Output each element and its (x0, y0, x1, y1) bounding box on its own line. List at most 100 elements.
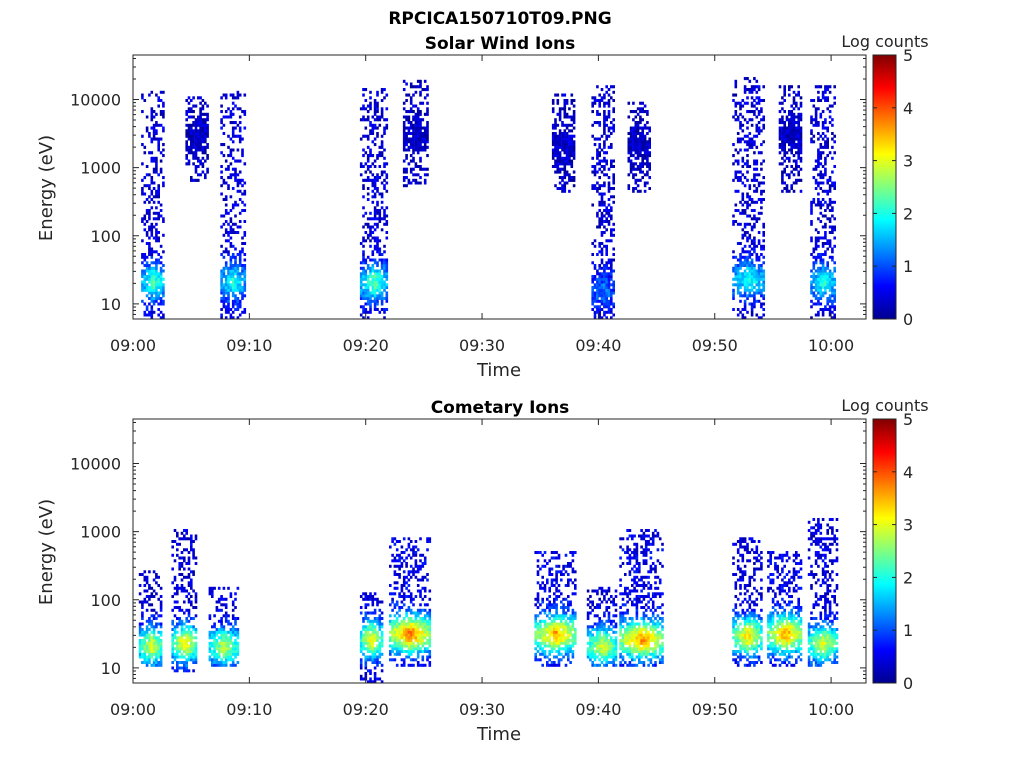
heatmap-cell (632, 143, 635, 147)
heatmap-cell (231, 167, 235, 171)
heatmap-cell (373, 206, 377, 210)
heatmap-cell (224, 96, 228, 100)
heatmap-cell (416, 85, 420, 89)
heatmap-cell (810, 203, 813, 207)
heatmap-cell (192, 617, 195, 620)
heatmap-cell (243, 162, 247, 166)
heatmap-cell (746, 143, 749, 147)
heatmap-cell (393, 592, 397, 596)
heatmap-cell (750, 96, 754, 100)
heatmap-cell (141, 633, 144, 637)
heatmap-cell (412, 148, 415, 152)
heatmap-cell (383, 209, 386, 212)
plot-frame (132, 54, 867, 320)
heatmap-cell (426, 573, 429, 576)
heatmap-cell (757, 173, 761, 177)
heatmap-cell (366, 104, 370, 108)
heatmap-cell (206, 112, 209, 116)
heatmap-cell (821, 123, 825, 127)
heatmap-cell (407, 644, 411, 648)
heatmap-cell (217, 652, 221, 656)
heatmap-cell (600, 203, 604, 207)
heatmap-cell (736, 266, 740, 270)
heatmap-cell (162, 233, 165, 237)
heatmap-cell (208, 650, 212, 653)
heatmap-cell (783, 170, 786, 174)
heatmap-cell (385, 258, 389, 262)
heatmap-cell (554, 143, 557, 147)
heatmap-cell (206, 132, 209, 135)
heatmap-cell (824, 308, 827, 311)
heatmap-cell (788, 88, 791, 92)
heatmap-cell (639, 137, 642, 141)
heatmap-cell (734, 264, 738, 267)
heatmap-cell (157, 283, 160, 287)
heatmap-cell (236, 184, 240, 188)
heatmap-cell (819, 280, 823, 284)
heatmap-cell (402, 537, 406, 541)
heatmap-cell (159, 167, 163, 171)
heatmap-cell (407, 126, 411, 130)
heatmap-cell (220, 622, 223, 626)
heatmap-cell (371, 269, 375, 273)
heatmap-cell (204, 145, 207, 149)
heatmap-cell (821, 165, 825, 168)
heatmap-cell (359, 173, 363, 177)
heatmap-cell (409, 140, 413, 144)
heatmap-cell (141, 275, 144, 278)
heatmap-cell (428, 663, 432, 667)
heatmap-cell (362, 244, 365, 248)
heatmap-cell (821, 151, 825, 155)
heatmap-cell (398, 622, 401, 626)
heatmap-cell (554, 162, 557, 166)
heatmap-cell (409, 181, 413, 185)
heatmap-cell (155, 617, 158, 620)
heatmap-cell (162, 286, 165, 289)
heatmap-cell (428, 652, 432, 656)
heatmap-cell (817, 255, 820, 259)
heatmap-cell (369, 154, 372, 158)
heatmap-cell (627, 187, 631, 190)
heatmap-cell (185, 110, 188, 114)
heatmap-cell (600, 286, 604, 289)
heatmap-cell (378, 118, 382, 122)
heatmap-cell (741, 181, 745, 185)
heatmap-cell (243, 203, 247, 207)
heatmap-cell (201, 148, 205, 152)
heatmap-cell (183, 641, 186, 645)
heatmap-cell (141, 603, 144, 607)
heatmap-cell (409, 132, 413, 135)
heatmap-cell (369, 283, 372, 287)
heatmap-cell (757, 99, 761, 102)
heatmap-cell (405, 148, 408, 152)
heatmap-cell (373, 239, 377, 243)
heatmap-cell (364, 611, 368, 615)
heatmap-cell (421, 641, 425, 645)
heatmap-cell (362, 118, 365, 122)
heatmap-cell (732, 154, 735, 158)
heatmap-cell (419, 608, 422, 612)
heatmap-cell (817, 302, 820, 306)
heatmap-cell (743, 277, 747, 281)
heatmap-cell (421, 101, 425, 105)
heatmap-cell (757, 286, 761, 289)
heatmap-cell (596, 137, 599, 141)
heatmap-cell (607, 310, 611, 314)
heatmap-cell (643, 162, 647, 166)
heatmap-cell (366, 644, 370, 648)
heatmap-cell (821, 181, 825, 185)
heatmap-cell (143, 200, 147, 204)
heatmap-cell (603, 209, 606, 212)
heatmap-cell (416, 181, 420, 185)
heatmap-cell (211, 630, 214, 634)
heatmap-cell (541, 641, 544, 645)
heatmap-cell (380, 88, 384, 92)
heatmap-cell (213, 644, 216, 648)
heatmap-cell (819, 261, 823, 265)
heatmap-cell (826, 297, 829, 300)
heatmap-cell (171, 641, 174, 645)
heatmap-cell (152, 636, 156, 640)
heatmap-cell (192, 143, 195, 147)
heatmap-cell (629, 167, 633, 171)
heatmap-cell (641, 137, 644, 141)
